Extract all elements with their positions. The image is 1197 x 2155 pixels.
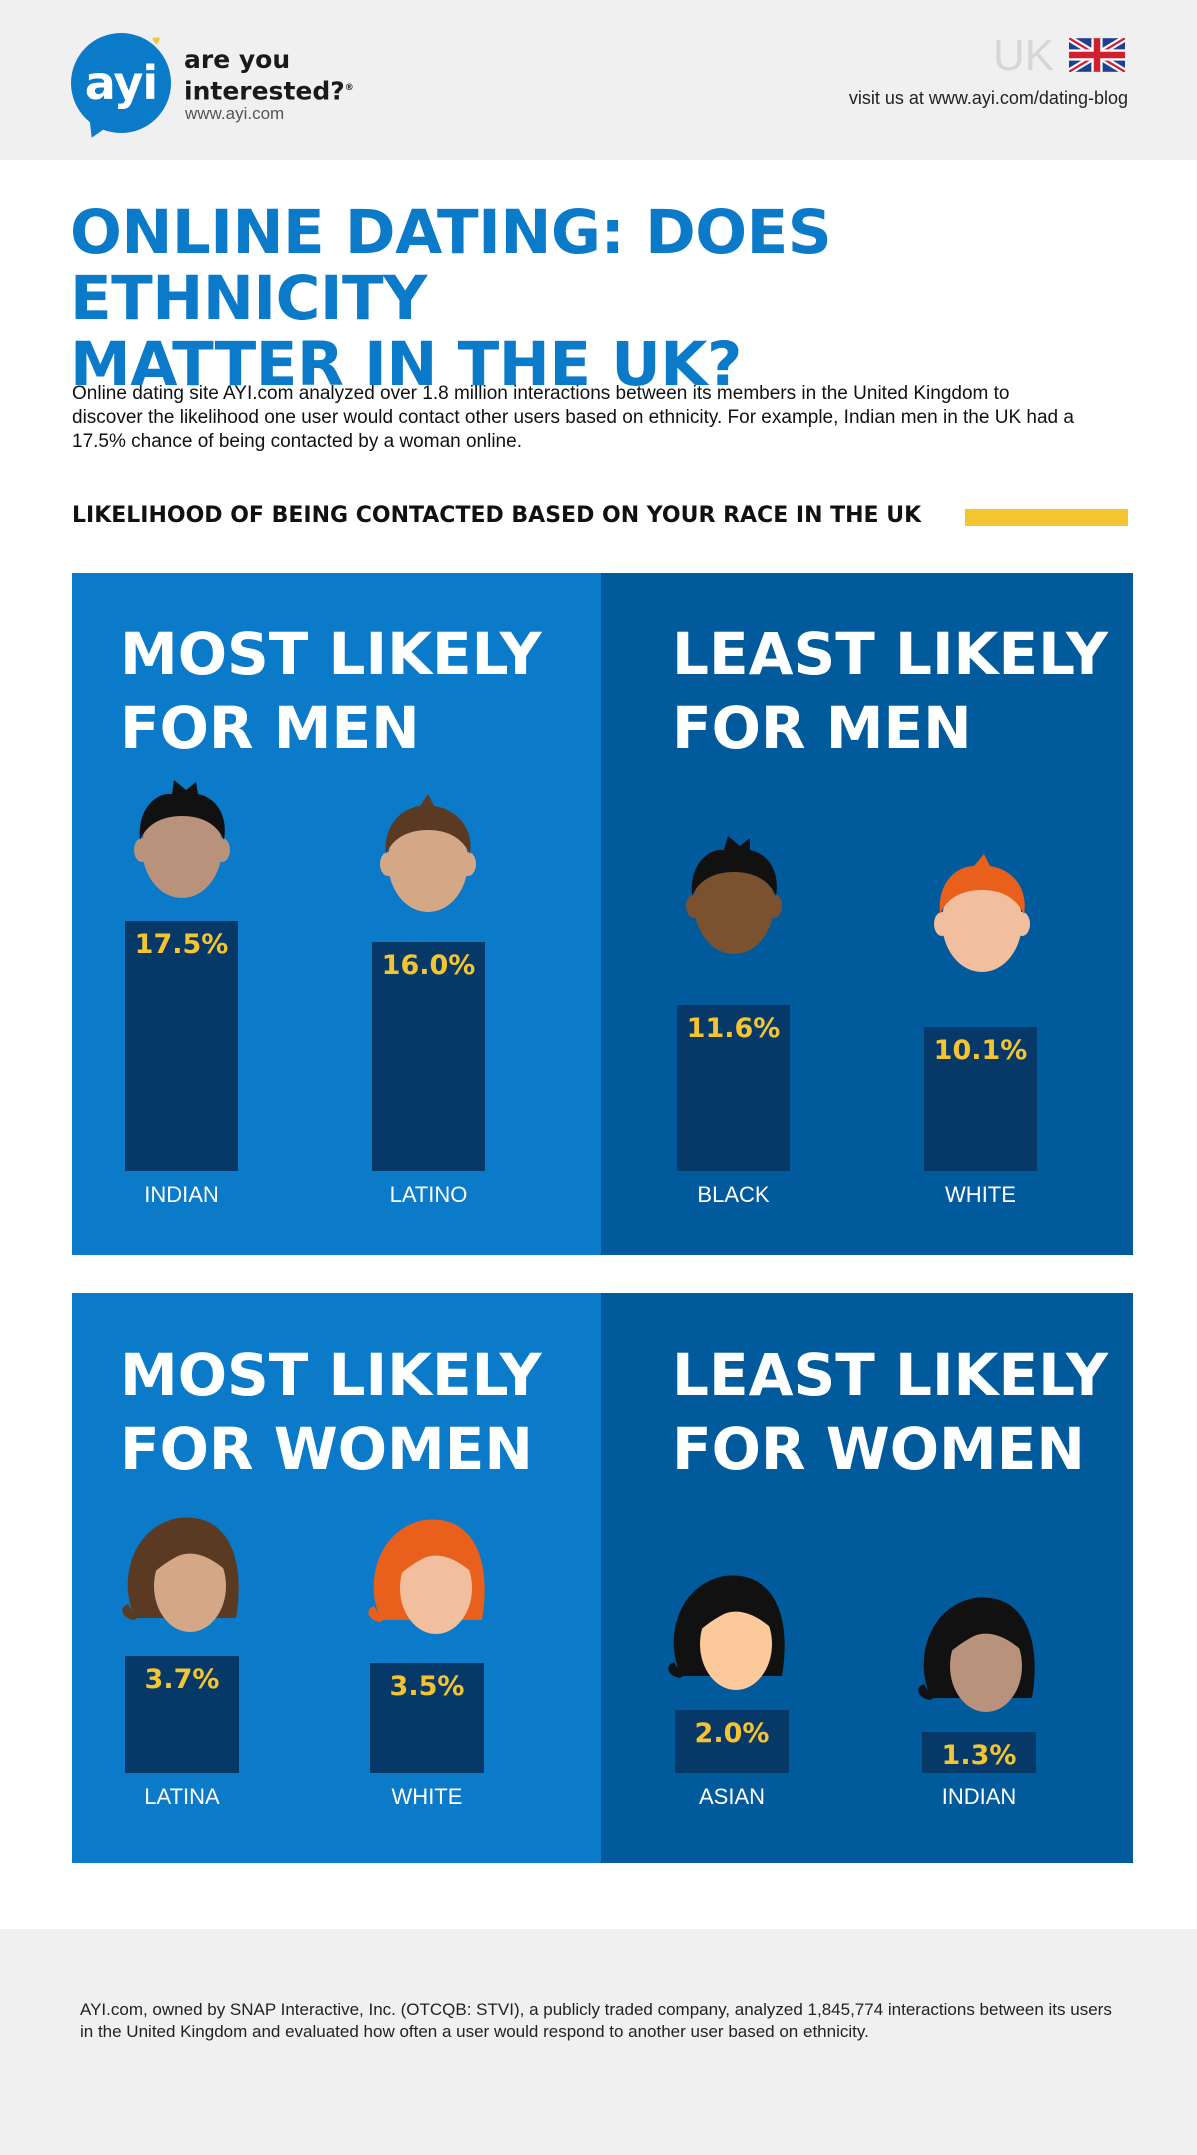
white-woman-face-icon: [368, 1519, 485, 1634]
black-man-face-icon: [686, 836, 782, 954]
category-label: INDIAN: [144, 1182, 219, 1207]
panel-title-least-likely-men: LEAST LIKELY FOR MEN: [672, 617, 1108, 765]
ayi-logo[interactable]: ayi: [71, 33, 171, 133]
bar-value-label: 2.0%: [694, 1718, 770, 1749]
panel-title-line2: FOR WOMEN: [120, 1415, 533, 1483]
uk-flag-icon: [1069, 38, 1125, 72]
category-label: WHITE: [391, 1784, 463, 1809]
category-label: LATINO: [389, 1182, 468, 1207]
category-label: BLACK: [697, 1182, 770, 1207]
header: ayi ♥ are you interested?® www.ayi.com U…: [0, 0, 1197, 160]
bar-value-label: 10.1%: [933, 1035, 1028, 1066]
intro-paragraph: Online dating site AYI.com analyzed over…: [72, 383, 1074, 452]
footer: [0, 1929, 1197, 2155]
white-man-face-icon: [934, 854, 1030, 972]
latina-woman-face-icon: [122, 1517, 239, 1632]
bar-asian: [675, 1710, 789, 1773]
bar-white: [924, 1027, 1037, 1171]
bar-white: [370, 1663, 484, 1773]
bar-black: [677, 1005, 790, 1171]
bar-value-label: 11.6%: [686, 1013, 781, 1044]
bar-value-label: 3.5%: [389, 1671, 465, 1702]
panel-title-least-likely-women: LEAST LIKELY FOR WOMEN: [672, 1338, 1108, 1486]
category-label: LATINA: [144, 1784, 220, 1809]
panel-title-line1: MOST LIKELY: [120, 620, 542, 688]
bar-value-label: 17.5%: [134, 929, 229, 960]
visit-link[interactable]: visit us at www.ayi.com/dating-blog: [848, 88, 1128, 108]
bar-value-label: 1.3%: [941, 1740, 1017, 1771]
title-line1: ONLINE DATING: DOES ETHNICITY: [70, 197, 832, 334]
title-line2: MATTER IN THE UK?: [70, 329, 742, 400]
bar-value-label: 16.0%: [381, 950, 476, 981]
panel-title-most-likely-men: MOST LIKELY FOR MEN: [120, 617, 542, 765]
section-subhead: LIKELIHOOD OF BEING CONTACTED BASED ON Y…: [72, 503, 922, 528]
page-title: ONLINE DATING: DOES ETHNICITY MATTER IN …: [70, 200, 1150, 398]
subhead-accent-bar: [965, 509, 1128, 526]
panel-title-line2: FOR MEN: [120, 694, 420, 762]
country-label: UK: [993, 31, 1055, 80]
tagline-line1: are you: [184, 45, 291, 74]
logo-tagline: are you interested?®: [184, 46, 354, 105]
panel-title-line1: LEAST LIKELY: [672, 620, 1109, 688]
panel-title-line2: FOR WOMEN: [672, 1415, 1085, 1483]
indian-woman-face-icon: [918, 1597, 1035, 1712]
registered-mark: ®: [344, 83, 354, 93]
bar-latino: [372, 942, 485, 1171]
bar-latina: [125, 1656, 239, 1773]
category-label: INDIAN: [941, 1784, 1017, 1809]
bar-value-label: 3.7%: [144, 1664, 220, 1695]
bar-indian: [125, 921, 238, 1171]
panel-title-line1: LEAST LIKELY: [672, 1341, 1109, 1409]
latino-man-face-icon: [380, 794, 476, 912]
heart-icon: ♥: [152, 32, 161, 48]
indian-man-face-icon: [134, 780, 230, 898]
footer-text: AYI.com, owned by SNAP Interactive, Inc.…: [80, 2000, 1112, 2041]
bar-indian: [922, 1732, 1036, 1773]
tagline-line2: interested?: [184, 76, 345, 106]
category-label: ASIAN: [698, 1784, 766, 1809]
category-label: WHITE: [945, 1182, 1016, 1207]
logo-url[interactable]: www.ayi.com: [185, 104, 285, 123]
panel-title-most-likely-women: MOST LIKELY FOR WOMEN: [120, 1338, 542, 1486]
asian-woman-face-icon: [668, 1575, 785, 1690]
panel-title-line1: MOST LIKELY: [120, 1341, 542, 1409]
panel-title-line2: FOR MEN: [672, 694, 972, 762]
